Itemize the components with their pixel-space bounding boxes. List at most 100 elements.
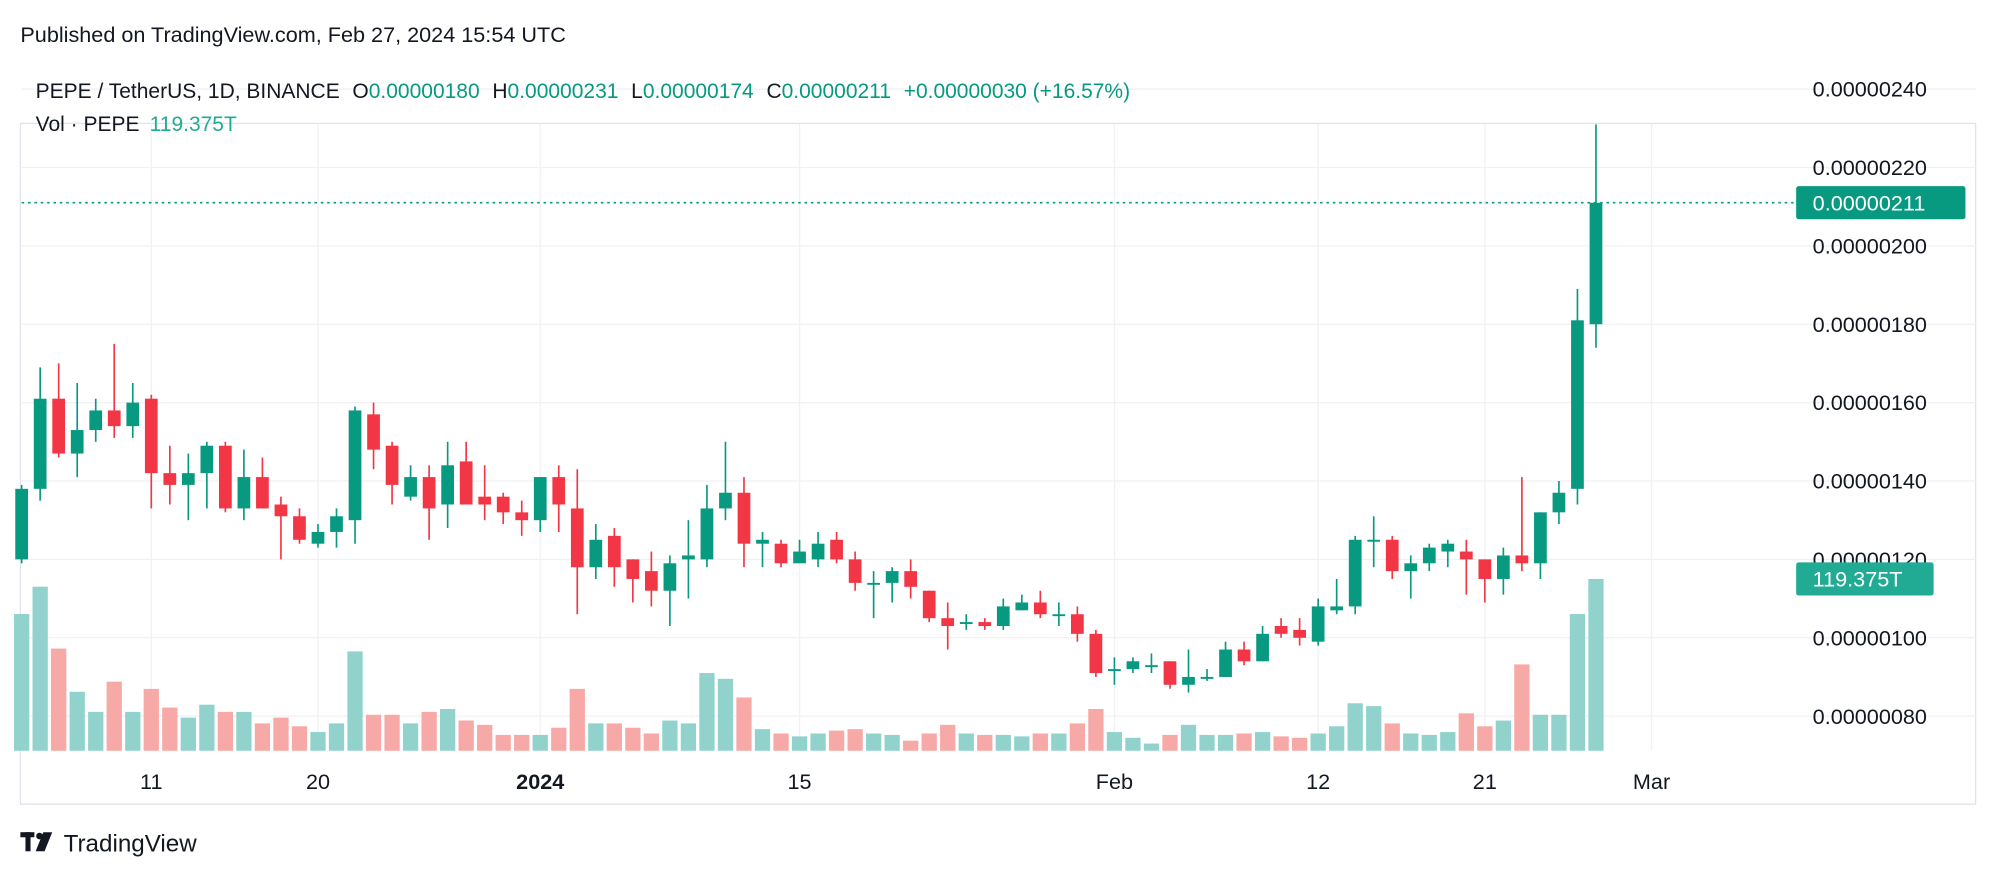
volume-bar xyxy=(439,709,456,751)
candle-body xyxy=(404,477,417,497)
close-value: 0.00000211 xyxy=(782,80,891,103)
y-tick-label: 0.00000140 xyxy=(1813,469,1927,494)
change-value: +0.00000030 (+16.57%) xyxy=(904,80,1130,103)
volume-bar xyxy=(14,614,30,751)
volume-bar xyxy=(217,711,234,751)
candle-body xyxy=(441,465,455,505)
volume-bar xyxy=(291,726,308,751)
volume-bar xyxy=(1014,736,1030,751)
candle-body xyxy=(1145,665,1158,668)
y-tick-label: 0.00000220 xyxy=(1813,155,1927,180)
volume-bar xyxy=(1180,724,1197,751)
candle-body xyxy=(1534,512,1547,564)
candle-body xyxy=(1571,320,1584,489)
candle-body xyxy=(52,398,66,454)
candle-body xyxy=(219,445,232,509)
candle-body xyxy=(570,508,584,568)
x-tick-label: 15 xyxy=(788,769,812,794)
volume-legend-label[interactable]: Vol · PEPE xyxy=(36,113,140,136)
volume-bar xyxy=(1310,733,1326,751)
candle-body xyxy=(1589,202,1603,325)
tradingview-logo[interactable]: TradingView xyxy=(20,830,197,857)
open-label: O xyxy=(352,80,368,103)
candle-body xyxy=(1071,614,1084,634)
candle-body xyxy=(1015,602,1029,611)
symbol-title[interactable]: PEPE / TetherUS, 1D, BINANCE xyxy=(36,80,340,103)
candle-body xyxy=(330,516,343,532)
candle-body xyxy=(1552,492,1566,513)
candle-body xyxy=(1348,539,1362,607)
volume-bar xyxy=(347,651,363,751)
candle-body xyxy=(793,551,806,564)
candle-body xyxy=(163,473,177,485)
candle-body xyxy=(348,410,362,521)
y-tick-label: 0.00000240 xyxy=(1813,77,1927,102)
volume-bar xyxy=(365,714,382,751)
volume-bar xyxy=(458,720,474,751)
candles xyxy=(15,124,1603,693)
candle-body xyxy=(274,504,288,517)
candle-body xyxy=(682,555,695,560)
price-label: 0.00000211 xyxy=(1796,186,1966,220)
candle-body xyxy=(1126,661,1140,670)
candle-body xyxy=(904,571,918,587)
y-tick-label: 0.00000200 xyxy=(1813,233,1927,258)
volume-legend-value: 119.375T xyxy=(150,113,237,136)
volume-bar xyxy=(680,723,697,751)
volume-bar xyxy=(1162,734,1178,751)
volume-bar xyxy=(736,697,752,751)
volume-bar xyxy=(162,707,178,751)
candle-body xyxy=(700,508,714,560)
candle-body xyxy=(181,473,195,485)
candle-body xyxy=(607,535,621,568)
candle-body xyxy=(533,477,547,521)
candle-body xyxy=(311,531,325,544)
candle-body xyxy=(200,445,214,474)
volume-bar xyxy=(1125,737,1141,751)
volume-bar xyxy=(1384,723,1400,751)
candle-body xyxy=(367,414,380,450)
volume-bar xyxy=(1088,709,1104,751)
volume-bar xyxy=(1217,734,1234,751)
chart-pane-border xyxy=(19,122,1977,805)
time-axis[interactable]: 11 20 2024 15 Feb 12 21 Mar xyxy=(140,769,1670,794)
volume-bar xyxy=(143,688,159,751)
volume-bar xyxy=(1106,732,1123,751)
volume-bar xyxy=(921,733,937,751)
volume-bar xyxy=(1199,734,1215,751)
volume-bar xyxy=(532,734,548,751)
candle-body xyxy=(1237,649,1251,662)
candle-body xyxy=(1200,676,1214,679)
volume-bar xyxy=(125,711,141,751)
volume-bar xyxy=(1143,743,1160,751)
candle-body xyxy=(15,488,29,560)
volume-bar xyxy=(273,717,289,751)
candle-body xyxy=(830,539,843,560)
volume-bar xyxy=(1236,733,1252,751)
volume-bar xyxy=(1291,737,1308,751)
candle-body xyxy=(885,571,899,583)
volume-bar xyxy=(643,733,660,751)
candle-body xyxy=(1367,539,1381,542)
candle-body xyxy=(478,496,492,505)
volume-bar xyxy=(588,723,604,751)
candle-body xyxy=(33,398,47,489)
candle-body xyxy=(1182,676,1195,685)
candle-body xyxy=(70,430,84,454)
y-tick-label: 0.00000160 xyxy=(1813,390,1927,415)
y-tick-label: 0.00000080 xyxy=(1813,704,1927,729)
high-value: 0.00000231 xyxy=(508,80,619,103)
grid xyxy=(21,88,1976,751)
candle-body xyxy=(1497,555,1510,579)
x-tick-label: 11 xyxy=(140,769,162,794)
volume-label: 119.375T xyxy=(1796,562,1934,596)
volume-bars xyxy=(14,578,1604,751)
y-tick-label: 0.00000100 xyxy=(1813,625,1927,650)
volume-label-text: 119.375T xyxy=(1813,567,1903,592)
candle-body xyxy=(645,571,658,591)
volume-bar xyxy=(402,723,419,751)
volume-bar xyxy=(977,734,993,751)
x-tick-label: Mar xyxy=(1633,769,1670,794)
candle-body xyxy=(144,398,158,474)
price-axis[interactable]: 0.00000240 0.00000220 0.00000200 0.00000180… xyxy=(1813,77,1927,729)
